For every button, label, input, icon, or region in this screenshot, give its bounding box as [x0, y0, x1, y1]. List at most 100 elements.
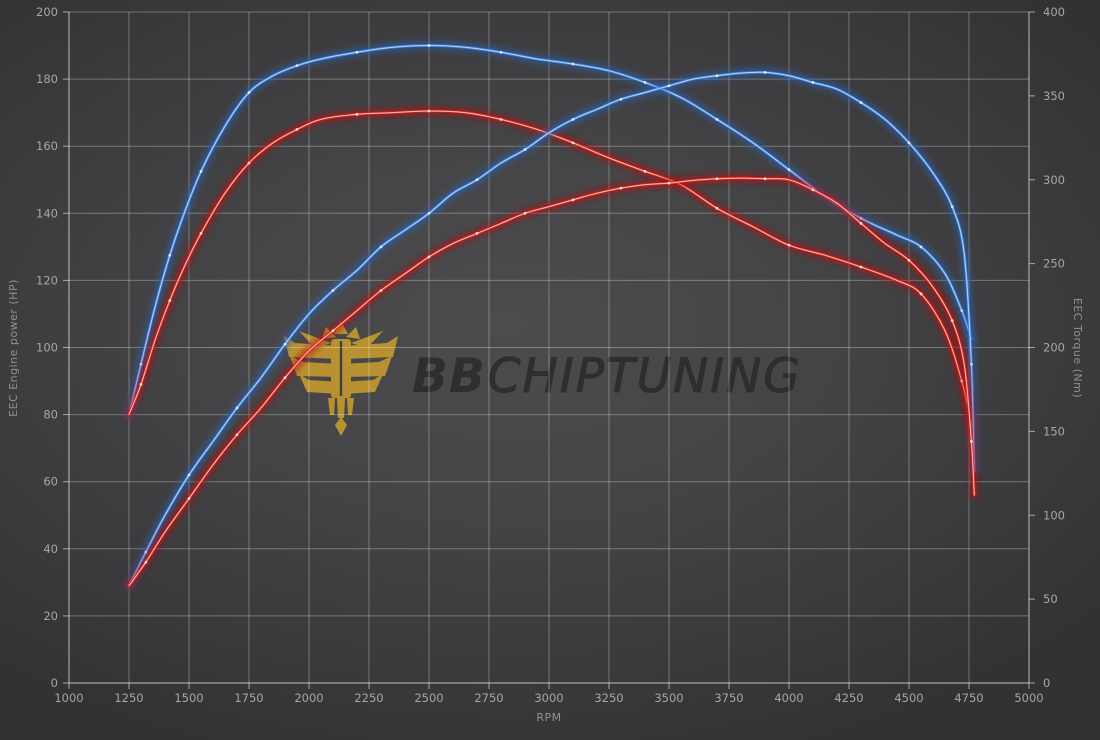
x-tick-label: 2500 — [414, 691, 443, 705]
power-tuned-data-point — [283, 342, 287, 346]
x-tick-label: 3000 — [534, 691, 563, 705]
power-tuned-line — [127, 70, 976, 587]
power-tuned-data-point — [907, 141, 911, 145]
power-stock-curve — [124, 173, 979, 591]
power-stock-data-point — [950, 319, 954, 323]
torque-tuned-data-point — [571, 62, 575, 66]
curves-layer — [124, 40, 979, 591]
right-tick-label: 350 — [1043, 89, 1065, 103]
torque-stock-data-point — [859, 265, 863, 269]
right-tick-label: 250 — [1043, 257, 1065, 271]
right-tick-label: 300 — [1043, 173, 1065, 187]
power-tuned-data-point — [763, 70, 767, 74]
torque-tuned-data-point — [715, 117, 719, 121]
power-stock-data-point — [970, 440, 973, 443]
torque-tuned-data-point — [355, 50, 359, 54]
x-tick-label: 1000 — [54, 691, 83, 705]
bb-eagle-logo-icon — [284, 321, 398, 436]
right-tick-label: 100 — [1043, 508, 1065, 522]
x-tick-label: 1250 — [114, 691, 143, 705]
torque-tuned-data-point — [499, 50, 503, 54]
x-tick-label: 5000 — [1014, 691, 1043, 705]
power-tuned-data-point — [571, 117, 575, 121]
torque-stock-data-point — [247, 161, 251, 165]
torque-stock-data-point — [499, 117, 503, 121]
x-tick-label: 4500 — [894, 691, 923, 705]
power-stock-data-point — [859, 221, 863, 225]
torque-stock-curve — [124, 106, 978, 435]
power-tuned-curve — [124, 67, 979, 591]
power-tuned-data-point — [379, 245, 383, 249]
power-stock-data-point — [331, 329, 335, 333]
power-stock-data-point — [715, 177, 719, 181]
torque-tuned-data-point — [643, 81, 647, 84]
torque-tuned-data-point — [295, 64, 299, 68]
left-tick-label: 120 — [36, 273, 58, 287]
power-tuned-data-point — [475, 178, 479, 182]
power-tuned-data-point — [331, 289, 335, 292]
power-tuned-data-point — [619, 97, 623, 101]
torque-tuned-data-point — [919, 245, 923, 249]
x-tick-label: 3250 — [594, 691, 623, 705]
left-tick-label: 200 — [36, 5, 58, 19]
power-stock-data-point — [475, 232, 479, 235]
torque-stock-data-point — [715, 206, 719, 210]
torque-tuned-data-point — [787, 168, 791, 172]
power-tuned-data-point — [811, 81, 815, 84]
power-stock-data-point — [811, 188, 815, 192]
torque-stock-data-point — [199, 232, 203, 235]
power-stock-data-point — [619, 186, 623, 190]
axis-layer: 1000 1250 1500 1750 2000 2250 2500 2750 3000 3250… — [36, 5, 1065, 705]
torque-tuned-data-point — [199, 169, 203, 173]
torque-stock-data-point — [787, 243, 791, 247]
power-tuned-core — [128, 71, 975, 587]
power-stock-data-point — [907, 258, 911, 262]
x-tick-label: 1500 — [174, 691, 203, 705]
x-tick-label: 2750 — [474, 691, 503, 705]
left-tick-label: 80 — [43, 408, 58, 422]
right-tick-label: 0 — [1043, 676, 1050, 690]
left-tick-label: 100 — [36, 341, 58, 355]
torque-stock-data-point — [168, 299, 172, 302]
power-stock-data-point — [144, 560, 148, 564]
torque-tuned-data-point — [139, 362, 143, 366]
power-tuned-data-point — [427, 211, 431, 215]
power-stock-data-point — [187, 497, 191, 500]
left-axis-title: EEC Engine power (HP) — [7, 279, 20, 417]
power-stock-data-point — [667, 181, 671, 185]
torque-stock-data-point — [427, 109, 431, 113]
power-tuned-data-point — [950, 205, 954, 208]
power-stock-data-point — [427, 255, 431, 259]
x-tick-label: 4750 — [954, 691, 983, 705]
left-tick-label: 20 — [43, 609, 58, 623]
right-axis-title: EEC Torque (Nm) — [1071, 298, 1084, 398]
x-axis-title: RPM — [536, 711, 561, 724]
x-tick-label: 1750 — [234, 691, 263, 705]
x-tick-label: 2250 — [354, 691, 383, 705]
watermark: BBCHIPTUNING — [284, 321, 800, 436]
left-tick-label: 180 — [36, 72, 58, 86]
power-tuned-data-point — [970, 362, 973, 366]
x-tick-label: 3500 — [654, 691, 683, 705]
torque-stock-data-point — [139, 383, 143, 386]
left-tick-label: 140 — [36, 206, 58, 220]
power-stock-data-point — [571, 198, 575, 202]
right-tick-label: 50 — [1043, 592, 1058, 606]
torque-tuned-data-point — [960, 309, 964, 312]
x-tick-label: 4000 — [774, 691, 803, 705]
torque-stock-data-point — [355, 112, 359, 116]
power-stock-data-point — [763, 177, 767, 181]
left-tick-label: 40 — [43, 542, 58, 556]
torque-stock-data-point — [919, 292, 923, 296]
power-tuned-data-point — [667, 84, 671, 88]
torque-stock-data-point — [643, 169, 647, 173]
torque-tuned-data-point — [168, 253, 172, 257]
power-tuned-data-point — [859, 101, 863, 104]
watermark-bb: BB — [412, 349, 486, 404]
power-stock-data-point — [523, 211, 527, 215]
x-tick-label: 2000 — [294, 691, 323, 705]
power-stock-data-point — [235, 433, 239, 437]
torque-stock-data-point — [295, 128, 299, 131]
